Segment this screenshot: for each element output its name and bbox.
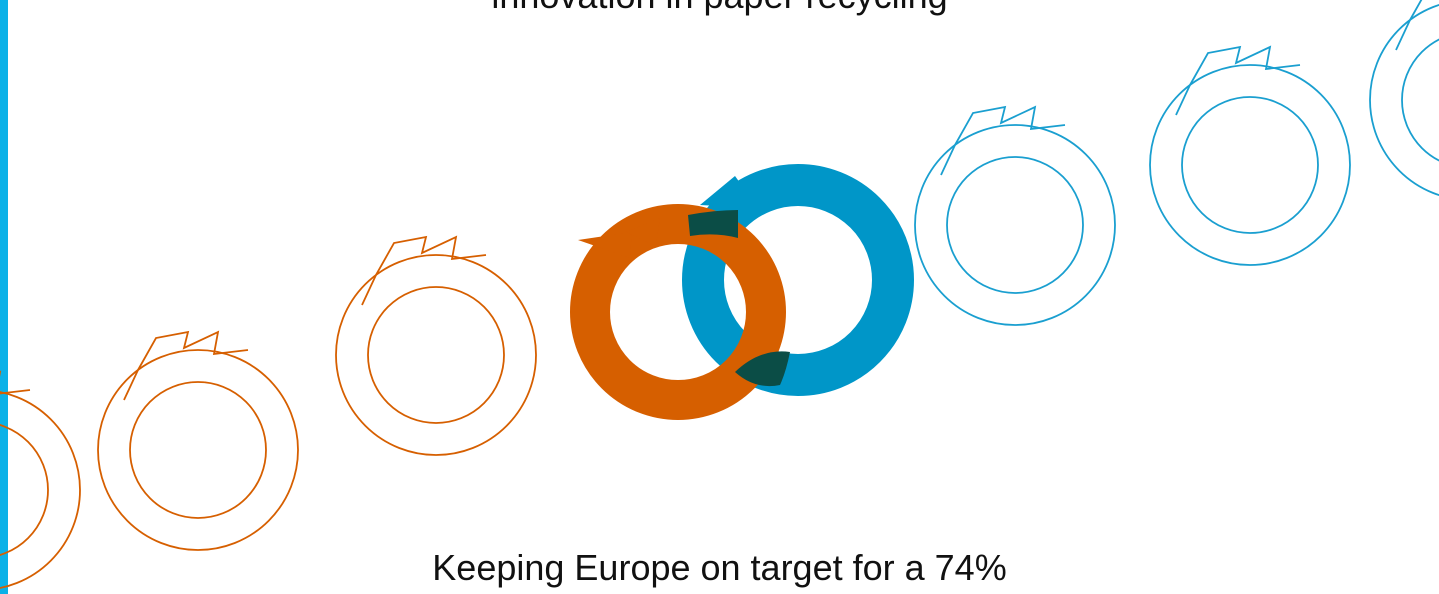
headline-line: Keeping Europe on target for a 74% bbox=[432, 547, 1007, 588]
blue-outline-rings bbox=[914, 0, 1439, 326]
recycle-arrow-icon bbox=[1149, 46, 1351, 266]
overlap-regions bbox=[688, 210, 790, 387]
recycle-arrow-icon bbox=[97, 331, 299, 551]
orange-outline-rings bbox=[0, 236, 537, 591]
accent-bar bbox=[0, 0, 8, 594]
orange-solid-ring bbox=[570, 204, 786, 420]
headline-line: innovation in paper recycling bbox=[0, 0, 1439, 18]
recycle-arrow-icon bbox=[1369, 0, 1439, 201]
headline-top: innovation in paper recycling bbox=[0, 0, 1439, 18]
recycle-arrow-icon bbox=[914, 106, 1116, 326]
headline-bottom: Keeping Europe on target for a 74% bbox=[0, 546, 1439, 590]
blue-solid-ring bbox=[682, 164, 914, 396]
recycle-arrow-icon bbox=[335, 236, 537, 456]
